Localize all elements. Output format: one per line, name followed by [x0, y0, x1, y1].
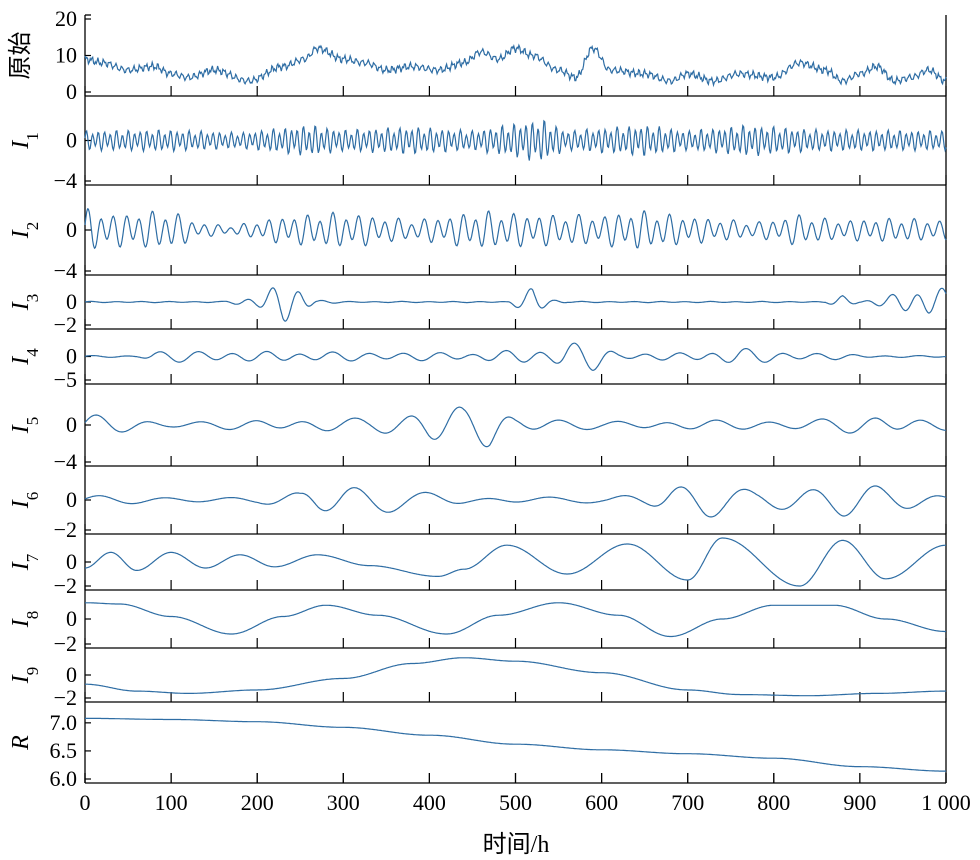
y-tick-label: 0 — [66, 128, 77, 153]
panel-i7: −20 I7 — [8, 534, 947, 598]
y-tick-label: −2 — [54, 685, 77, 710]
panel-i8: −20 I8 — [8, 590, 947, 656]
series-line-original — [84, 43, 947, 88]
panel-label: I2 — [8, 222, 42, 240]
series-line-i6 — [84, 485, 947, 518]
panel-i6: −2 0 I6 — [8, 466, 947, 542]
panel-label: I3 — [8, 294, 42, 312]
panels-group: 01020原始−40I1−40I2−20I3−50I4−40I5−20I6−20… — [7, 6, 947, 791]
x-axis: 0 100 200 300 400 500 600 700 800 900 1 000 — [80, 773, 971, 815]
panel-label: I4 — [8, 348, 42, 366]
panel-label: I6 — [8, 492, 42, 510]
panel-i1: −4 0 I1 — [8, 96, 947, 193]
series-line-i1 — [84, 119, 947, 161]
panel-label: I7 — [8, 553, 42, 571]
x-tick-label: 400 — [413, 790, 446, 815]
panel-i3: −20 I3 — [8, 275, 947, 337]
y-tick-label: 0 — [66, 549, 77, 574]
series-line-i2 — [84, 208, 947, 250]
panel-i5: −4 0 I5 — [8, 384, 947, 474]
y-tick-label: 7.0 — [50, 710, 78, 735]
series-line-i9 — [85, 657, 946, 697]
x-tick-label: 900 — [843, 790, 876, 815]
y-tick-label: 0 — [66, 79, 77, 104]
y-tick-label: 6.5 — [50, 738, 78, 763]
y-tick-label: −4 — [54, 258, 77, 283]
y-tick-label: 6.0 — [50, 766, 78, 791]
y-tick-label: 10 — [55, 43, 77, 68]
y-tick-label: 0 — [66, 217, 77, 242]
series-line-i8 — [85, 602, 946, 638]
panel-label: I5 — [8, 417, 42, 435]
series-line-i7 — [85, 537, 946, 587]
x-tick-label: 700 — [671, 790, 704, 815]
panel-label: I8 — [8, 611, 42, 629]
x-tick-label: 1 000 — [921, 790, 971, 815]
panel-label: R — [8, 735, 34, 751]
panel-original: 0 10 20 原始 — [7, 6, 947, 104]
y-tick-label: −4 — [54, 449, 77, 474]
x-tick-label: 600 — [585, 790, 618, 815]
panel-label: I9 — [8, 667, 42, 685]
y-tick-label: 20 — [55, 6, 77, 31]
y-tick-label: 0 — [66, 412, 77, 437]
series-line-i5 — [84, 406, 946, 448]
x-axis-label: 时间/h — [483, 831, 550, 858]
y-tick-label: 0 — [66, 487, 77, 512]
panel-label: I1 — [8, 132, 42, 150]
y-tick-label: −5 — [54, 367, 77, 392]
y-tick-label: 0 — [66, 662, 77, 687]
panel-i4: −50 I4 — [8, 329, 947, 392]
x-tick-label: 200 — [241, 790, 274, 815]
y-tick-label: −2 — [54, 631, 77, 656]
panel-i9: −20 I9 — [8, 648, 947, 710]
y-tick-label: −2 — [54, 573, 77, 598]
series-line-i4 — [84, 342, 947, 372]
series-line-i3 — [84, 287, 947, 322]
x-tick-label: 300 — [327, 790, 360, 815]
x-tick-label: 500 — [499, 790, 532, 815]
panel-i2: −4 0 I2 — [8, 185, 947, 283]
series-line-r — [85, 717, 946, 772]
x-tick-label: 100 — [155, 790, 188, 815]
x-tick-label: 0 — [80, 790, 91, 815]
y-tick-label: −2 — [54, 517, 77, 542]
y-tick-label: 0 — [66, 606, 77, 631]
panel-r: 6.0 6.5 7.0 R — [8, 702, 947, 791]
panel-label: 原始 — [7, 32, 34, 80]
x-tick-label: 800 — [757, 790, 790, 815]
y-tick-label: 0 — [66, 344, 77, 369]
y-tick-label: 0 — [66, 289, 77, 314]
y-tick-label: −2 — [54, 312, 77, 337]
y-tick-label: −4 — [54, 168, 77, 193]
